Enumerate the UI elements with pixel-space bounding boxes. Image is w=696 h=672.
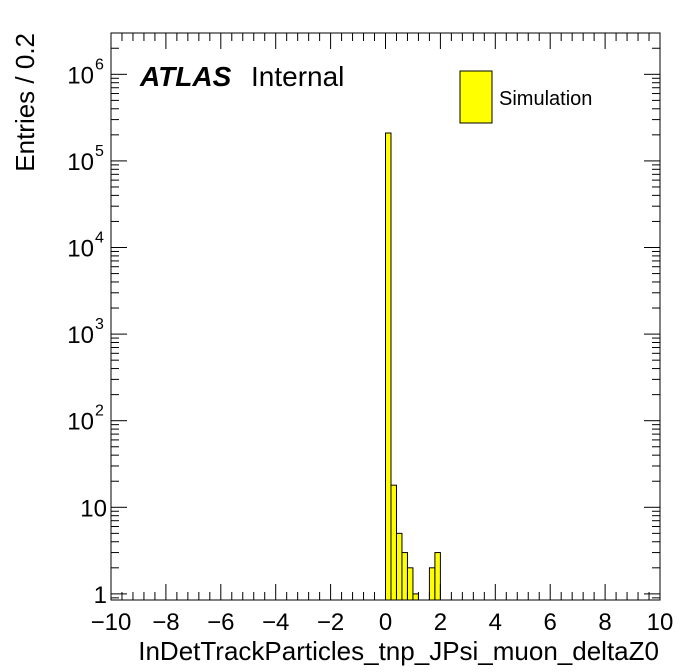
x-tick-label: 6 bbox=[544, 609, 557, 636]
x-tick-label: −10 bbox=[91, 609, 132, 636]
x-tick-label: 2 bbox=[434, 609, 447, 636]
histogram-bin-0 bbox=[385, 132, 392, 601]
legend-label-simulation: Simulation bbox=[499, 88, 592, 110]
internal-label: Internal bbox=[251, 61, 344, 92]
histogram-bin-3 bbox=[401, 552, 408, 601]
x-tick-label: 0 bbox=[379, 609, 392, 636]
histogram-bin-2 bbox=[395, 532, 403, 601]
axis-ticks bbox=[110, 32, 661, 600]
y-tick-label: 10 bbox=[67, 322, 94, 349]
y-tick-label: 10 bbox=[67, 409, 94, 436]
x-tick-label: 10 bbox=[647, 609, 674, 636]
x-tick-labels: −10 −8 −6 −4 −2 0 2 4 6 8 10 bbox=[91, 609, 674, 636]
x-tick-label: −6 bbox=[207, 609, 234, 636]
x-tick-label: 8 bbox=[598, 609, 611, 636]
atlas-label: ATLAS bbox=[139, 61, 232, 92]
y-tick-label: 1 bbox=[94, 582, 107, 609]
plot-frame bbox=[110, 32, 661, 601]
histogram-bin-4 bbox=[406, 567, 414, 601]
y-tick-label-exponent: 6 bbox=[95, 56, 104, 73]
y-tick-label-exponent: 2 bbox=[95, 403, 104, 420]
y-tick-label: 10 bbox=[67, 236, 94, 263]
y-tick-label-exponent: 5 bbox=[95, 143, 104, 160]
x-tick-label: −4 bbox=[262, 609, 289, 636]
legend: Simulation bbox=[459, 70, 592, 124]
histogram-bin-1 bbox=[390, 484, 397, 601]
y-tick-label-exponent: 4 bbox=[95, 230, 104, 247]
y-tick-label-exponent: 3 bbox=[95, 316, 104, 333]
x-tick-label: −2 bbox=[317, 609, 344, 636]
x-axis-title: InDetTrackParticles_tnp_JPsi_muon_deltaZ… bbox=[138, 636, 659, 666]
x-tick-label: 4 bbox=[489, 609, 502, 636]
histogram-bin-6 bbox=[428, 567, 436, 601]
y-tick-label: 10 bbox=[67, 149, 94, 176]
histogram-bin-7 bbox=[434, 552, 441, 601]
y-axis-title: Entries / 0.2 bbox=[10, 33, 40, 172]
y-tick-label: 10 bbox=[80, 495, 107, 522]
x-tick-label: −8 bbox=[152, 609, 179, 636]
histogram-bin-5 bbox=[412, 593, 419, 601]
y-tick-label: 10 bbox=[67, 62, 94, 89]
legend-swatch-simulation bbox=[459, 70, 493, 124]
